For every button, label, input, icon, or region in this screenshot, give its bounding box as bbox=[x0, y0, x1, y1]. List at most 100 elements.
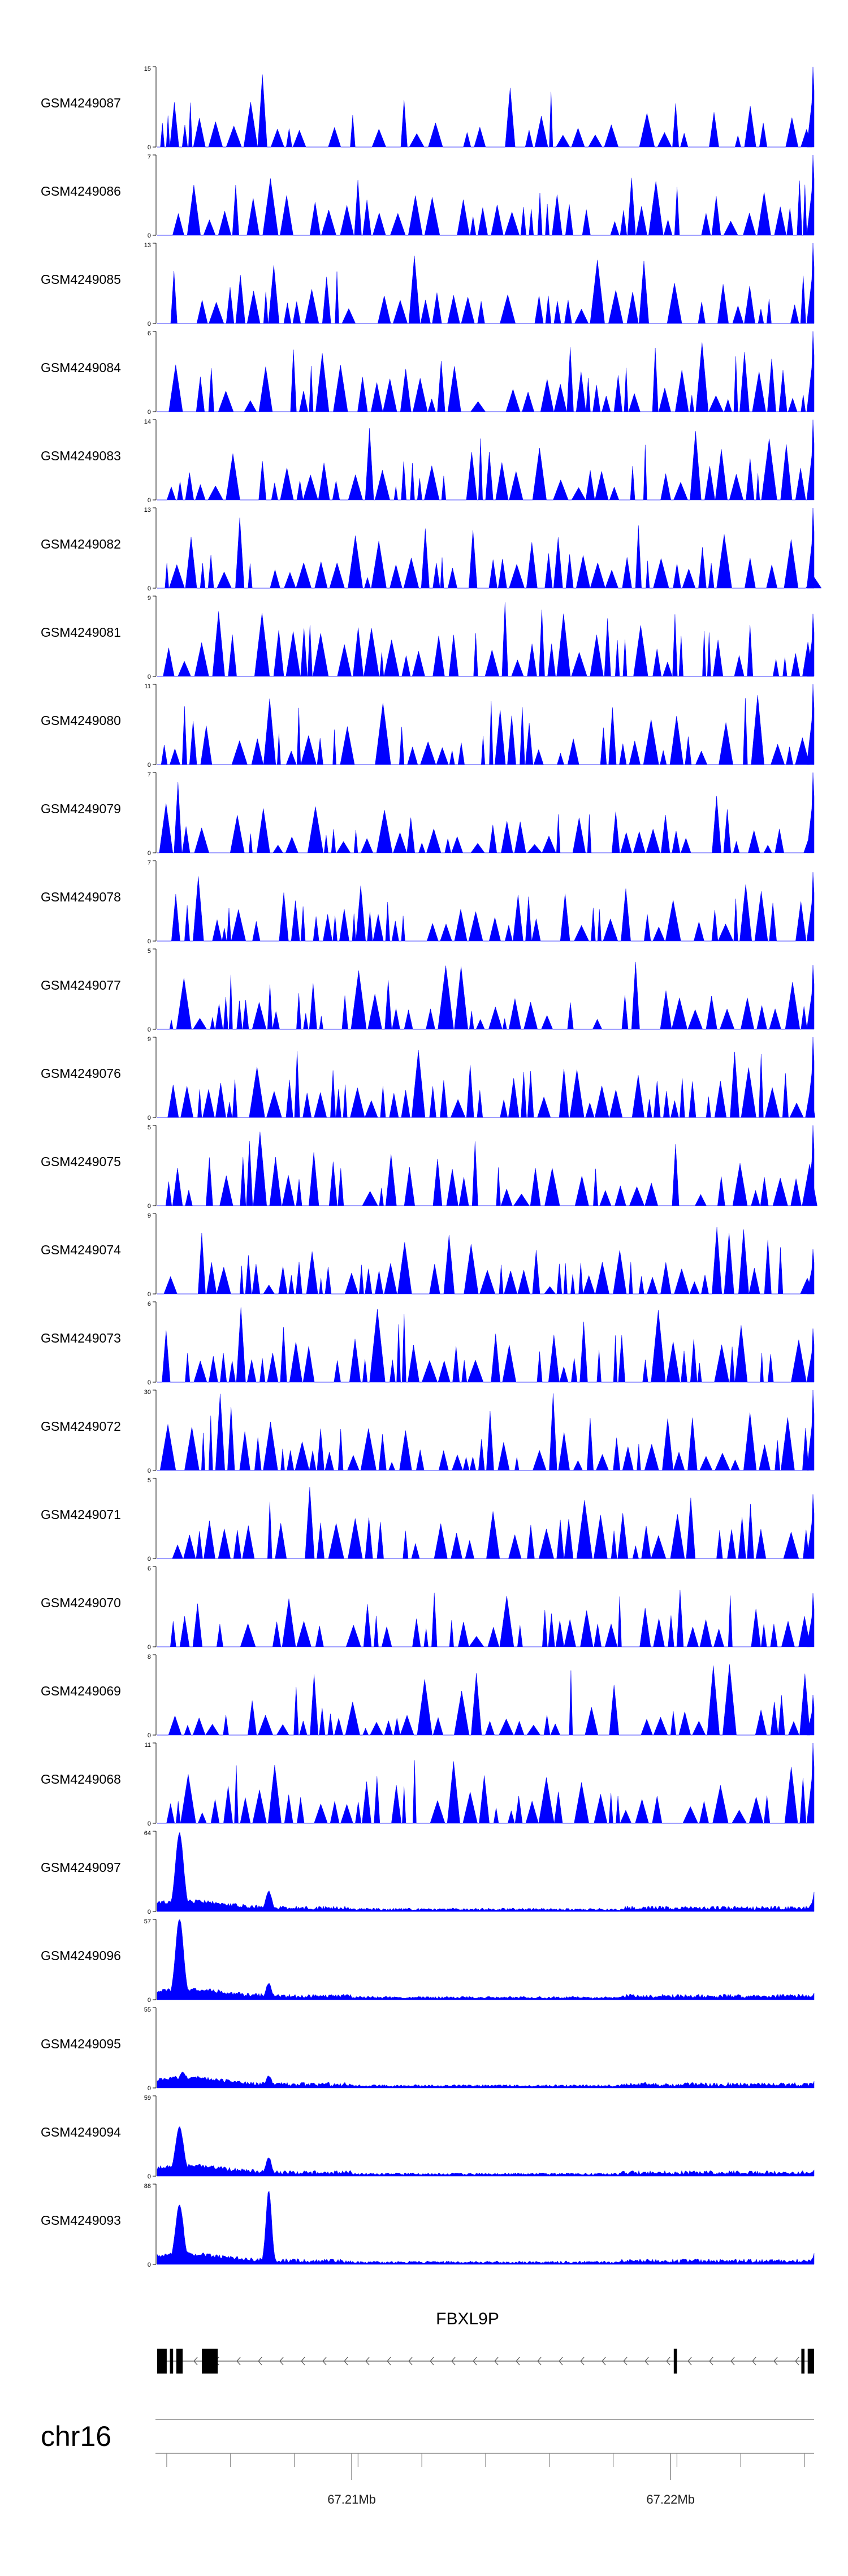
track-ymax-label: 30 bbox=[144, 1389, 151, 1396]
track-label: GSM4249097 bbox=[41, 1860, 121, 1875]
track-ymax-label: 64 bbox=[144, 1830, 151, 1837]
coverage-area bbox=[157, 1125, 817, 1206]
coverage-area bbox=[157, 507, 822, 589]
coverage-area bbox=[157, 66, 815, 148]
genome-tick-label: 67.21Mb bbox=[327, 2492, 376, 2506]
gene-exon bbox=[673, 2349, 677, 2374]
track-ymin-label: 0 bbox=[148, 2085, 151, 2092]
track-ymin-label: 0 bbox=[148, 1820, 151, 1827]
coverage-area bbox=[157, 772, 815, 853]
coverage-area bbox=[157, 1919, 815, 2000]
track-ymin-label: 0 bbox=[148, 850, 151, 857]
track-ymin-label: 0 bbox=[148, 1379, 151, 1386]
track-label: GSM4249095 bbox=[41, 2036, 121, 2051]
track-ymin-label: 0 bbox=[148, 321, 151, 327]
strand-arrow bbox=[773, 2357, 778, 2366]
track-ymin-label: 0 bbox=[148, 762, 151, 769]
track-ymax-label: 9 bbox=[148, 1036, 151, 1043]
coverage-area bbox=[157, 872, 815, 942]
track-ymax-label: 8 bbox=[148, 1654, 151, 1660]
track-label: GSM4249068 bbox=[41, 1772, 121, 1787]
track-label: GSM4249096 bbox=[41, 1948, 121, 1963]
track-label: GSM4249069 bbox=[41, 1684, 121, 1698]
strand-arrow bbox=[537, 2357, 542, 2366]
strand-arrow bbox=[752, 2357, 756, 2366]
coverage-area bbox=[157, 1227, 815, 1295]
chromosome-label: chr16 bbox=[41, 2420, 111, 2452]
track-ymax-label: 6 bbox=[148, 330, 151, 337]
strand-arrow bbox=[730, 2357, 735, 2366]
track-ymax-label: 11 bbox=[145, 683, 151, 690]
track-ymin-label: 0 bbox=[148, 1556, 151, 1563]
gene-exon bbox=[157, 2349, 167, 2374]
track-ymin-label: 0 bbox=[148, 938, 151, 945]
track-ymin-label: 0 bbox=[148, 232, 151, 239]
strand-arrow bbox=[430, 2357, 434, 2366]
coverage-area bbox=[157, 1590, 815, 1647]
track-ymax-label: 9 bbox=[148, 1213, 151, 1219]
strand-arrow bbox=[344, 2357, 348, 2366]
track-ymax-label: 6 bbox=[148, 1565, 151, 1572]
strand-arrow bbox=[387, 2357, 391, 2366]
coverage-area bbox=[157, 243, 815, 324]
strand-arrow bbox=[559, 2357, 563, 2366]
track-ymax-label: 11 bbox=[145, 1742, 151, 1749]
strand-arrow bbox=[451, 2357, 456, 2366]
track-ymax-label: 7 bbox=[148, 860, 151, 866]
track-ymax-label: 5 bbox=[148, 948, 151, 955]
track-label: GSM4249093 bbox=[41, 2213, 121, 2228]
track-ymax-label: 7 bbox=[148, 154, 151, 161]
coverage-area bbox=[157, 2126, 815, 2177]
coverage-area bbox=[157, 419, 815, 500]
track-ymax-label: 14 bbox=[144, 418, 151, 425]
track-ymin-label: 0 bbox=[148, 585, 151, 592]
strand-arrow bbox=[473, 2357, 477, 2366]
track-label: GSM4249087 bbox=[41, 96, 121, 110]
genome-tick-label: 67.22Mb bbox=[646, 2492, 695, 2506]
track-label: GSM4249075 bbox=[41, 1154, 121, 1169]
strand-arrow bbox=[709, 2357, 713, 2366]
track-label: GSM4249079 bbox=[41, 801, 121, 816]
track-ymin-label: 0 bbox=[148, 2173, 151, 2180]
coverage-area bbox=[157, 1487, 815, 1559]
track-label: GSM4249073 bbox=[41, 1331, 121, 1345]
track-ymin-label: 0 bbox=[148, 1997, 151, 2004]
strand-arrow bbox=[301, 2357, 305, 2366]
strand-arrow bbox=[623, 2357, 628, 2366]
track-label: GSM4249070 bbox=[41, 1595, 121, 1610]
track-ymax-label: 7 bbox=[148, 771, 151, 778]
coverage-area bbox=[157, 331, 815, 412]
coverage-area bbox=[157, 602, 815, 677]
coverage-area bbox=[157, 1037, 816, 1118]
track-ymax-label: 6 bbox=[148, 1301, 151, 1308]
track-ymax-label: 15 bbox=[144, 66, 151, 72]
track-label: GSM4249084 bbox=[41, 360, 121, 375]
track-ymin-label: 0 bbox=[148, 1644, 151, 1651]
track-ymax-label: 88 bbox=[144, 2183, 151, 2190]
strand-arrow bbox=[494, 2357, 499, 2366]
track-label: GSM4249080 bbox=[41, 713, 121, 728]
strand-arrow bbox=[580, 2357, 585, 2366]
track-ymin-label: 0 bbox=[148, 409, 151, 416]
strand-arrow bbox=[602, 2357, 606, 2366]
coverage-area bbox=[157, 1307, 815, 1383]
coverage-area bbox=[157, 1742, 815, 1824]
track-ymax-label: 55 bbox=[144, 2007, 151, 2013]
coverage-area bbox=[157, 684, 815, 765]
track-ymin-label: 0 bbox=[148, 1115, 151, 1121]
strand-arrow bbox=[365, 2357, 370, 2366]
track-ymin-label: 0 bbox=[148, 2262, 151, 2268]
strand-arrow bbox=[408, 2357, 413, 2366]
strand-arrow bbox=[236, 2357, 241, 2366]
gene-exon bbox=[170, 2349, 174, 2374]
track-label: GSM4249082 bbox=[41, 537, 121, 551]
track-ymin-label: 0 bbox=[148, 1732, 151, 1739]
track-label: GSM4249086 bbox=[41, 184, 121, 199]
track-ymin-label: 0 bbox=[148, 1026, 151, 1033]
track-ymax-label: 5 bbox=[148, 1124, 151, 1131]
strand-arrow bbox=[795, 2357, 799, 2366]
strand-arrow bbox=[279, 2357, 284, 2366]
strand-arrow bbox=[666, 2357, 670, 2366]
